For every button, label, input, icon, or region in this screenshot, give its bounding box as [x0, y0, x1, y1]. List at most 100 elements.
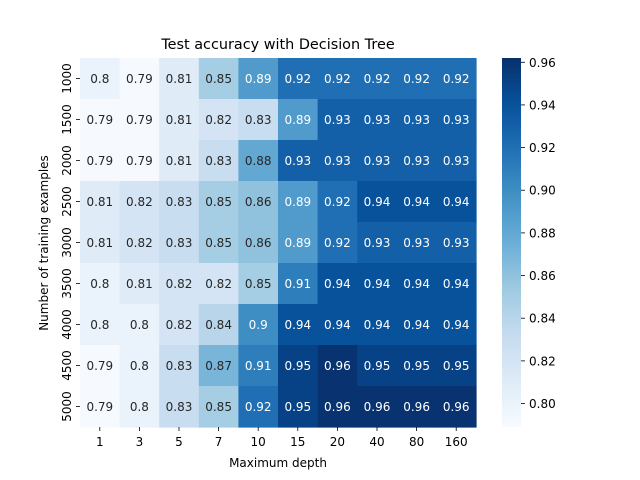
colorbar-tick-label: 0.84	[529, 312, 556, 326]
heatmap-cell	[159, 58, 200, 100]
heatmap-cell	[159, 263, 200, 305]
y-tick-label: 4000	[60, 309, 74, 340]
cell-annotation: 0.96	[324, 400, 351, 414]
heatmap-cell	[238, 58, 279, 100]
heatmap-cell	[317, 304, 358, 346]
heatmap-cells	[80, 58, 477, 428]
colorbar-tick-label: 0.80	[529, 397, 556, 411]
cell-annotation: 0.94	[324, 277, 351, 291]
cell-annotation: 0.83	[166, 236, 193, 250]
cell-annotation: 0.95	[284, 400, 311, 414]
y-tick-label: 1500	[60, 104, 74, 135]
cell-annotation: 0.93	[403, 236, 430, 250]
heatmap-cell	[278, 345, 319, 387]
heatmap-cell	[119, 263, 160, 305]
heatmap-cell	[317, 181, 358, 223]
cell-annotation: 0.79	[126, 154, 153, 168]
y-tick-label: 3500	[60, 268, 74, 299]
cell-annotation: 0.8	[90, 277, 109, 291]
heatmap-cell	[436, 99, 477, 141]
cell-annotation: 0.85	[205, 72, 232, 86]
cell-annotation: 0.92	[284, 72, 311, 86]
heatmap-cell	[396, 58, 437, 100]
cell-annotation: 0.89	[284, 195, 311, 209]
heatmap-cell	[238, 263, 279, 305]
cell-annotation: 0.94	[403, 195, 430, 209]
cell-annotation: 0.83	[245, 113, 272, 127]
cell-annotation: 0.82	[126, 195, 153, 209]
heatmap-cell	[238, 304, 279, 346]
heatmap-cell	[119, 58, 160, 100]
chart-title: Test accuracy with Decision Tree	[160, 37, 394, 53]
heatmap-cell	[357, 181, 398, 223]
x-tick-label: 10	[251, 435, 266, 449]
heatmap-cell	[159, 222, 200, 264]
heatmap-cell	[278, 99, 319, 141]
y-tick-label: 3000	[60, 227, 74, 258]
cell-annotation: 0.79	[86, 400, 113, 414]
cell-annotation: 0.85	[245, 277, 272, 291]
heatmap-cell	[159, 386, 200, 428]
heatmap-cell	[159, 99, 200, 141]
cell-annotation: 0.93	[443, 154, 470, 168]
heatmap-cell	[436, 263, 477, 305]
heatmap-cell	[80, 386, 121, 428]
cell-annotation: 0.91	[245, 359, 272, 373]
cell-annotation: 0.96	[364, 400, 391, 414]
heatmap-cell	[80, 222, 121, 264]
cell-annotation: 0.94	[284, 318, 311, 332]
cell-annotation: 0.93	[324, 154, 351, 168]
cell-annotations: 0.8 0.79 0.81 0.85 0.89 0.92 0.92 0.92 0.92 0.92 0…	[86, 72, 469, 414]
heatmap-cell	[198, 304, 239, 346]
heatmap-cell	[278, 181, 319, 223]
heatmap-cell	[238, 386, 279, 428]
heatmap-cell	[357, 263, 398, 305]
heatmap-cell	[396, 140, 437, 182]
cell-annotation: 0.93	[364, 113, 391, 127]
heatmap-cell	[278, 58, 319, 100]
cell-annotation: 0.82	[205, 277, 232, 291]
heatmap-cell	[317, 99, 358, 141]
cell-annotation: 0.8	[130, 400, 149, 414]
cell-annotation: 0.94	[443, 277, 470, 291]
heatmap-cell	[159, 304, 200, 346]
cell-annotation: 0.94	[403, 277, 430, 291]
cell-annotation: 0.91	[284, 277, 311, 291]
heatmap-cell	[238, 345, 279, 387]
heatmap-cell	[159, 345, 200, 387]
heatmap-cell	[436, 58, 477, 100]
cell-annotation: 0.93	[443, 236, 470, 250]
cell-annotation: 0.92	[403, 72, 430, 86]
cell-annotation: 0.96	[443, 400, 470, 414]
y-tick-label: 4500	[60, 350, 74, 381]
heatmap-cell	[198, 345, 239, 387]
heatmap-cell	[436, 222, 477, 264]
x-tick-label: 20	[330, 435, 345, 449]
cell-annotation: 0.93	[403, 113, 430, 127]
heatmap-cell	[119, 304, 160, 346]
heatmap-cell	[436, 304, 477, 346]
cell-annotation: 0.92	[364, 72, 391, 86]
cell-annotation: 0.92	[324, 195, 351, 209]
y-tick-label: 2500	[60, 186, 74, 217]
heatmap-cell	[80, 181, 121, 223]
cell-annotation: 0.8	[130, 318, 149, 332]
cell-annotation: 0.87	[205, 359, 232, 373]
y-tick-label: 5000	[60, 391, 74, 422]
heatmap-cell	[119, 345, 160, 387]
y-tick-label: 2000	[60, 145, 74, 176]
heatmap-cell	[396, 304, 437, 346]
colorbar-tick-label: 0.90	[529, 184, 556, 198]
cell-annotation: 0.81	[166, 154, 193, 168]
heatmap-cell	[396, 99, 437, 141]
heatmap-cell	[119, 222, 160, 264]
heatmap-cell	[198, 386, 239, 428]
heatmap-cell	[278, 222, 319, 264]
cell-annotation: 0.95	[364, 359, 391, 373]
cell-annotation: 0.89	[245, 72, 272, 86]
cell-annotation: 0.94	[443, 195, 470, 209]
x-tick-label: 160	[445, 435, 468, 449]
cell-annotation: 0.88	[245, 154, 272, 168]
cell-annotation: 0.94	[443, 318, 470, 332]
